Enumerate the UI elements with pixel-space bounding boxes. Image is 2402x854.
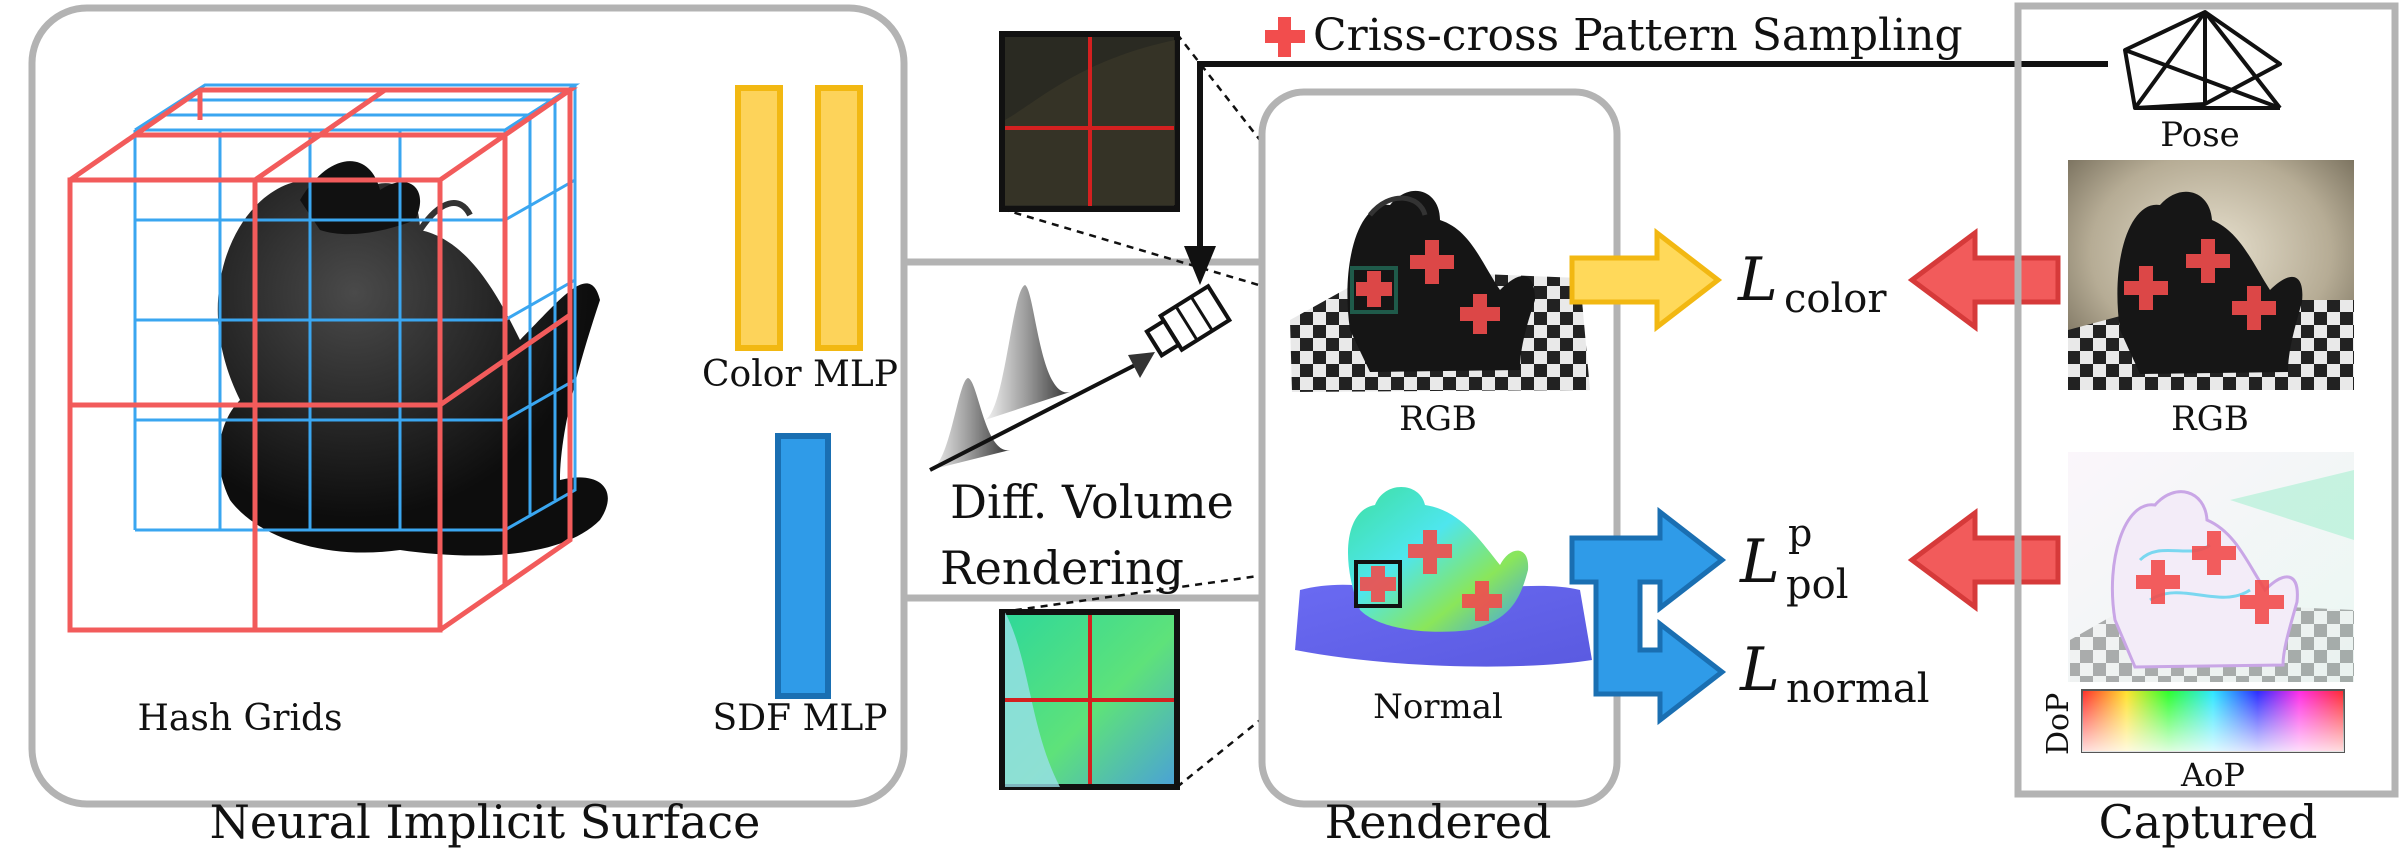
color-mlp-bar-2 — [815, 85, 863, 351]
neural-implicit-surface-caption: Neural Implicit Surface — [210, 795, 761, 849]
svg-text:color: color — [1784, 276, 1887, 322]
rendered-panel: RGB Normal Rendered — [1258, 88, 1621, 849]
rgb-zoom-inset — [999, 31, 1180, 212]
aop-label: AoP — [2180, 756, 2245, 794]
hash-grids-label: Hash Grids — [138, 698, 343, 739]
svg-text:p: p — [1788, 511, 1812, 555]
captured-caption: Captured — [2099, 795, 2318, 849]
rendered-rgb-label: RGB — [1399, 399, 1477, 439]
loss-pol: L p pol — [1739, 511, 1848, 608]
rendered-rgb-image — [1290, 190, 1590, 392]
red-cross-icon — [1265, 17, 1305, 57]
captured-rgb-label: RGB — [2171, 399, 2249, 439]
ray-line — [929, 358, 1146, 472]
sample-box-rgb — [1350, 266, 1398, 314]
blue-split-arrow — [1569, 506, 1727, 726]
volume-rendering: Diff. Volume Rendering — [929, 283, 1234, 595]
loss-normal: L normal — [1739, 635, 1930, 712]
dop-label: DoP — [2041, 693, 2076, 755]
ray-arrowhead — [1128, 352, 1155, 378]
pose-label: Pose — [2160, 115, 2240, 155]
panel-frame — [28, 4, 908, 808]
captured-panel: Pose RGB — [2014, 2, 2399, 849]
camera-icon — [1144, 283, 1233, 359]
legend-text: Criss-cross Pattern Sampling — [1313, 10, 1963, 61]
captured-polarization-image — [2068, 452, 2354, 682]
sdf-mlp-bar — [775, 433, 831, 699]
pose-arrow — [1184, 61, 2108, 285]
volume-rendering-label-line1: Diff. Volume — [950, 475, 1234, 529]
red-arrow-pol — [1907, 508, 2061, 612]
yellow-arrow — [1569, 227, 1723, 333]
neural-implicit-surface-panel: Color MLP SDF MLP Hash Grids Neural Impl… — [28, 4, 908, 849]
svg-text:pol: pol — [1786, 562, 1848, 608]
rendered-normal-label: Normal — [1373, 687, 1503, 727]
volume-rendering-label-line2: Rendering — [940, 541, 1184, 595]
captured-rgb-image — [2068, 160, 2354, 390]
dop-aop-colorbar — [2081, 689, 2345, 753]
svg-text:L: L — [1739, 527, 1780, 597]
rendered-caption: Rendered — [1325, 795, 1552, 849]
svg-text:L: L — [1739, 635, 1780, 705]
hash-grid-coarse — [67, 87, 579, 633]
pose-camera-icon — [2123, 10, 2282, 110]
panel-frame — [2014, 2, 2399, 798]
density-peak-1 — [930, 378, 1010, 470]
normal-zoom-inset — [999, 609, 1180, 790]
loss-color: L color — [1737, 245, 1887, 322]
svg-text:L: L — [1737, 245, 1778, 315]
hash-grid-fine — [133, 83, 581, 532]
red-arrow-color — [1907, 228, 2061, 332]
legend: Criss-cross Pattern Sampling — [1265, 10, 1963, 61]
sdf-mlp-label: SDF MLP — [713, 698, 888, 739]
svg-text:normal: normal — [1786, 666, 1930, 712]
density-peak-2 — [985, 285, 1070, 420]
color-mlp-label: Color MLP — [702, 354, 898, 395]
color-mlp-bar-1 — [735, 85, 783, 351]
rendered-normal-image — [1295, 486, 1592, 667]
sample-box-normal — [1354, 560, 1402, 608]
